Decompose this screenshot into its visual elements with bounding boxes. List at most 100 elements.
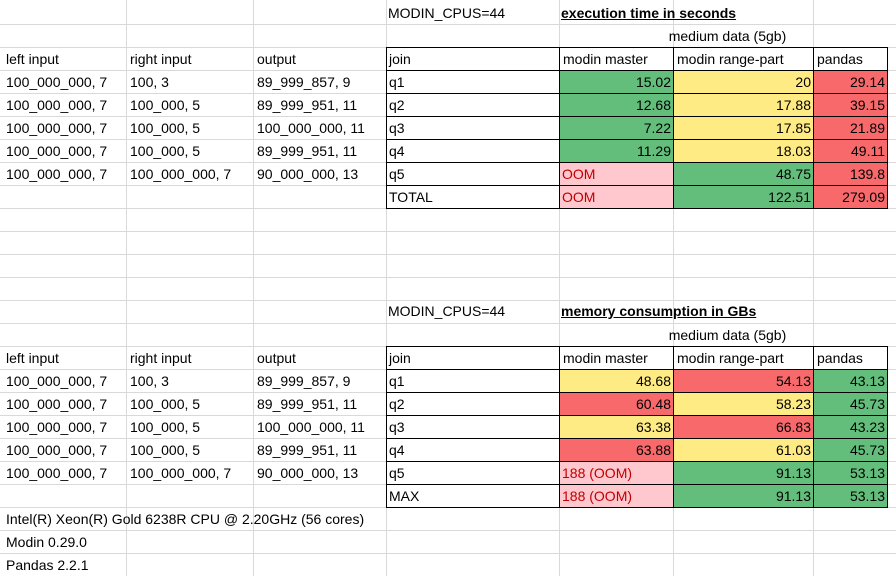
modin-master-oom-cell[interactable]: OOM	[560, 163, 673, 185]
modin-master-cell[interactable]: 63.88	[560, 439, 673, 461]
join-cell[interactable]: q5	[389, 465, 405, 481]
modin-range-part-cell[interactable]: 17.85	[674, 117, 813, 139]
pandas-header-top[interactable]: pandas	[817, 51, 863, 67]
left-input-cell[interactable]: 100_000_000, 7	[6, 74, 108, 90]
join-cell[interactable]: q3	[389, 120, 405, 136]
left-input-cell[interactable]: 100_000_000, 7	[6, 166, 108, 182]
output-cell[interactable]: 90_000_000, 13	[257, 465, 359, 481]
modin-range-part-cell[interactable]: 122.51	[674, 186, 813, 208]
modin-master-oom-cell[interactable]: OOM	[560, 186, 673, 208]
modin-master-header-bottom[interactable]: modin master	[563, 350, 648, 366]
right-input-cell[interactable]: 100_000_000, 7	[130, 166, 232, 182]
left-input-header-top[interactable]: left input	[6, 51, 59, 67]
pandas-cell[interactable]: 53.13	[814, 485, 887, 507]
join-cell[interactable]: q3	[389, 419, 405, 435]
right-input-cell[interactable]: 100_000, 5	[130, 442, 201, 458]
env-label-bottom[interactable]: MODIN_CPUS=44	[388, 303, 506, 319]
pandas-cell[interactable]: 43.13	[814, 370, 887, 392]
output-cell[interactable]: 89_999_857, 9	[257, 373, 351, 389]
modin-range-part-cell[interactable]: 66.83	[674, 416, 813, 438]
output-cell[interactable]: 89_999_951, 11	[257, 442, 358, 458]
modin-master-cell[interactable]: 48.68	[560, 370, 673, 392]
join-cell[interactable]: q2	[389, 97, 405, 113]
left-input-cell[interactable]: 100_000_000, 7	[6, 143, 108, 159]
pandas-cell[interactable]: 43.23	[814, 416, 887, 438]
modin-range-part-cell[interactable]: 58.23	[674, 393, 813, 415]
modin-master-cell[interactable]: 15.02	[560, 71, 673, 93]
pandas-cell[interactable]: 139.8	[814, 163, 887, 185]
modin-range-part-cell[interactable]: 54.13	[674, 370, 813, 392]
env-label-top[interactable]: MODIN_CPUS=44	[388, 5, 506, 21]
modin-master-cell[interactable]: 60.48	[560, 393, 673, 415]
right-input-cell[interactable]: 100, 3	[130, 74, 169, 90]
join-cell[interactable]: q5	[389, 166, 405, 182]
pandas-cell[interactable]: 279.09	[814, 186, 887, 208]
modin-range-part-cell[interactable]: 18.03	[674, 140, 813, 162]
join-cell[interactable]: q1	[389, 373, 405, 389]
modin-version[interactable]: Modin 0.29.0	[6, 534, 87, 550]
join-cell[interactable]: q2	[389, 396, 405, 412]
right-input-cell[interactable]: 100_000, 5	[130, 143, 201, 159]
pandas-cell[interactable]: 45.73	[814, 439, 887, 461]
modin-master-header-top[interactable]: modin master	[563, 51, 648, 67]
left-input-cell[interactable]: 100_000_000, 7	[6, 97, 108, 113]
right-input-cell[interactable]: 100_000, 5	[130, 396, 201, 412]
join-cell[interactable]: q1	[389, 74, 405, 90]
modin-master-cell[interactable]: 12.68	[560, 94, 673, 116]
modin-master-oom-cell[interactable]: 188 (OOM)	[560, 485, 673, 507]
right-input-cell[interactable]: 100, 3	[130, 373, 169, 389]
pandas-cell[interactable]: 29.14	[814, 71, 887, 93]
left-input-cell[interactable]: 100_000_000, 7	[6, 465, 108, 481]
pandas-cell[interactable]: 39.15	[814, 94, 887, 116]
output-cell[interactable]: 89_999_951, 11	[257, 143, 358, 159]
modin-range-part-cell[interactable]: 61.03	[674, 439, 813, 461]
modin-range-part-cell[interactable]: 91.13	[674, 462, 813, 484]
join-cell[interactable]: q4	[389, 442, 405, 458]
output-cell[interactable]: 89_999_951, 11	[257, 97, 358, 113]
output-cell[interactable]: 89_999_857, 9	[257, 74, 351, 90]
max-label-cell[interactable]: MAX	[389, 488, 420, 504]
subheader-bottom[interactable]: medium data (5gb)	[668, 327, 787, 343]
right-input-cell[interactable]: 100_000_000, 7	[130, 465, 232, 481]
right-input-cell[interactable]: 100_000, 5	[130, 120, 201, 136]
subheader-top[interactable]: medium data (5gb)	[668, 28, 787, 44]
pandas-version[interactable]: Pandas 2.2.1	[6, 557, 89, 573]
right-input-cell[interactable]: 100_000, 5	[130, 419, 201, 435]
section-title-memory-consumption[interactable]: memory consumption in GBs	[561, 303, 757, 319]
output-cell[interactable]: 100_000_000, 11	[257, 120, 365, 136]
pandas-cell[interactable]: 21.89	[814, 117, 887, 139]
output-cell[interactable]: 90_000_000, 13	[257, 166, 359, 182]
modin-master-cell[interactable]: 63.38	[560, 416, 673, 438]
left-input-cell[interactable]: 100_000_000, 7	[6, 120, 108, 136]
cpu-info[interactable]: Intel(R) Xeon(R) Gold 6238R CPU @ 2.20GH…	[6, 511, 365, 527]
modin-range-part-header-top[interactable]: modin range-part	[677, 51, 784, 67]
join-cell[interactable]: q4	[389, 143, 405, 159]
right-input-cell[interactable]: 100_000, 5	[130, 97, 201, 113]
left-input-cell[interactable]: 100_000_000, 7	[6, 419, 108, 435]
modin-range-part-cell[interactable]: 91.13	[674, 485, 813, 507]
pandas-cell[interactable]: 45.73	[814, 393, 887, 415]
modin-master-cell[interactable]: 11.29	[560, 140, 673, 162]
modin-range-part-cell[interactable]: 17.88	[674, 94, 813, 116]
output-cell[interactable]: 100_000_000, 11	[257, 419, 365, 435]
left-input-cell[interactable]: 100_000_000, 7	[6, 373, 108, 389]
pandas-cell[interactable]: 49.11	[814, 140, 887, 162]
modin-range-part-cell[interactable]: 48.75	[674, 163, 813, 185]
join-header-bottom[interactable]: join	[389, 350, 411, 366]
output-header-bottom[interactable]: output	[257, 350, 296, 366]
modin-range-part-cell[interactable]: 20	[674, 71, 813, 93]
right-input-header-top[interactable]: right input	[130, 51, 192, 67]
right-input-header-bottom[interactable]: right input	[130, 350, 192, 366]
left-input-cell[interactable]: 100_000_000, 7	[6, 396, 108, 412]
left-input-cell[interactable]: 100_000_000, 7	[6, 442, 108, 458]
output-cell[interactable]: 89_999_951, 11	[257, 396, 358, 412]
modin-master-oom-cell[interactable]: 188 (OOM)	[560, 462, 673, 484]
total-label-cell[interactable]: TOTAL	[389, 189, 433, 205]
output-header-top[interactable]: output	[257, 51, 296, 67]
modin-range-part-header-bottom[interactable]: modin range-part	[677, 350, 784, 366]
modin-master-cell[interactable]: 7.22	[560, 117, 673, 139]
join-header-top[interactable]: join	[389, 51, 411, 67]
left-input-header-bottom[interactable]: left input	[6, 350, 59, 366]
pandas-header-bottom[interactable]: pandas	[817, 350, 863, 366]
